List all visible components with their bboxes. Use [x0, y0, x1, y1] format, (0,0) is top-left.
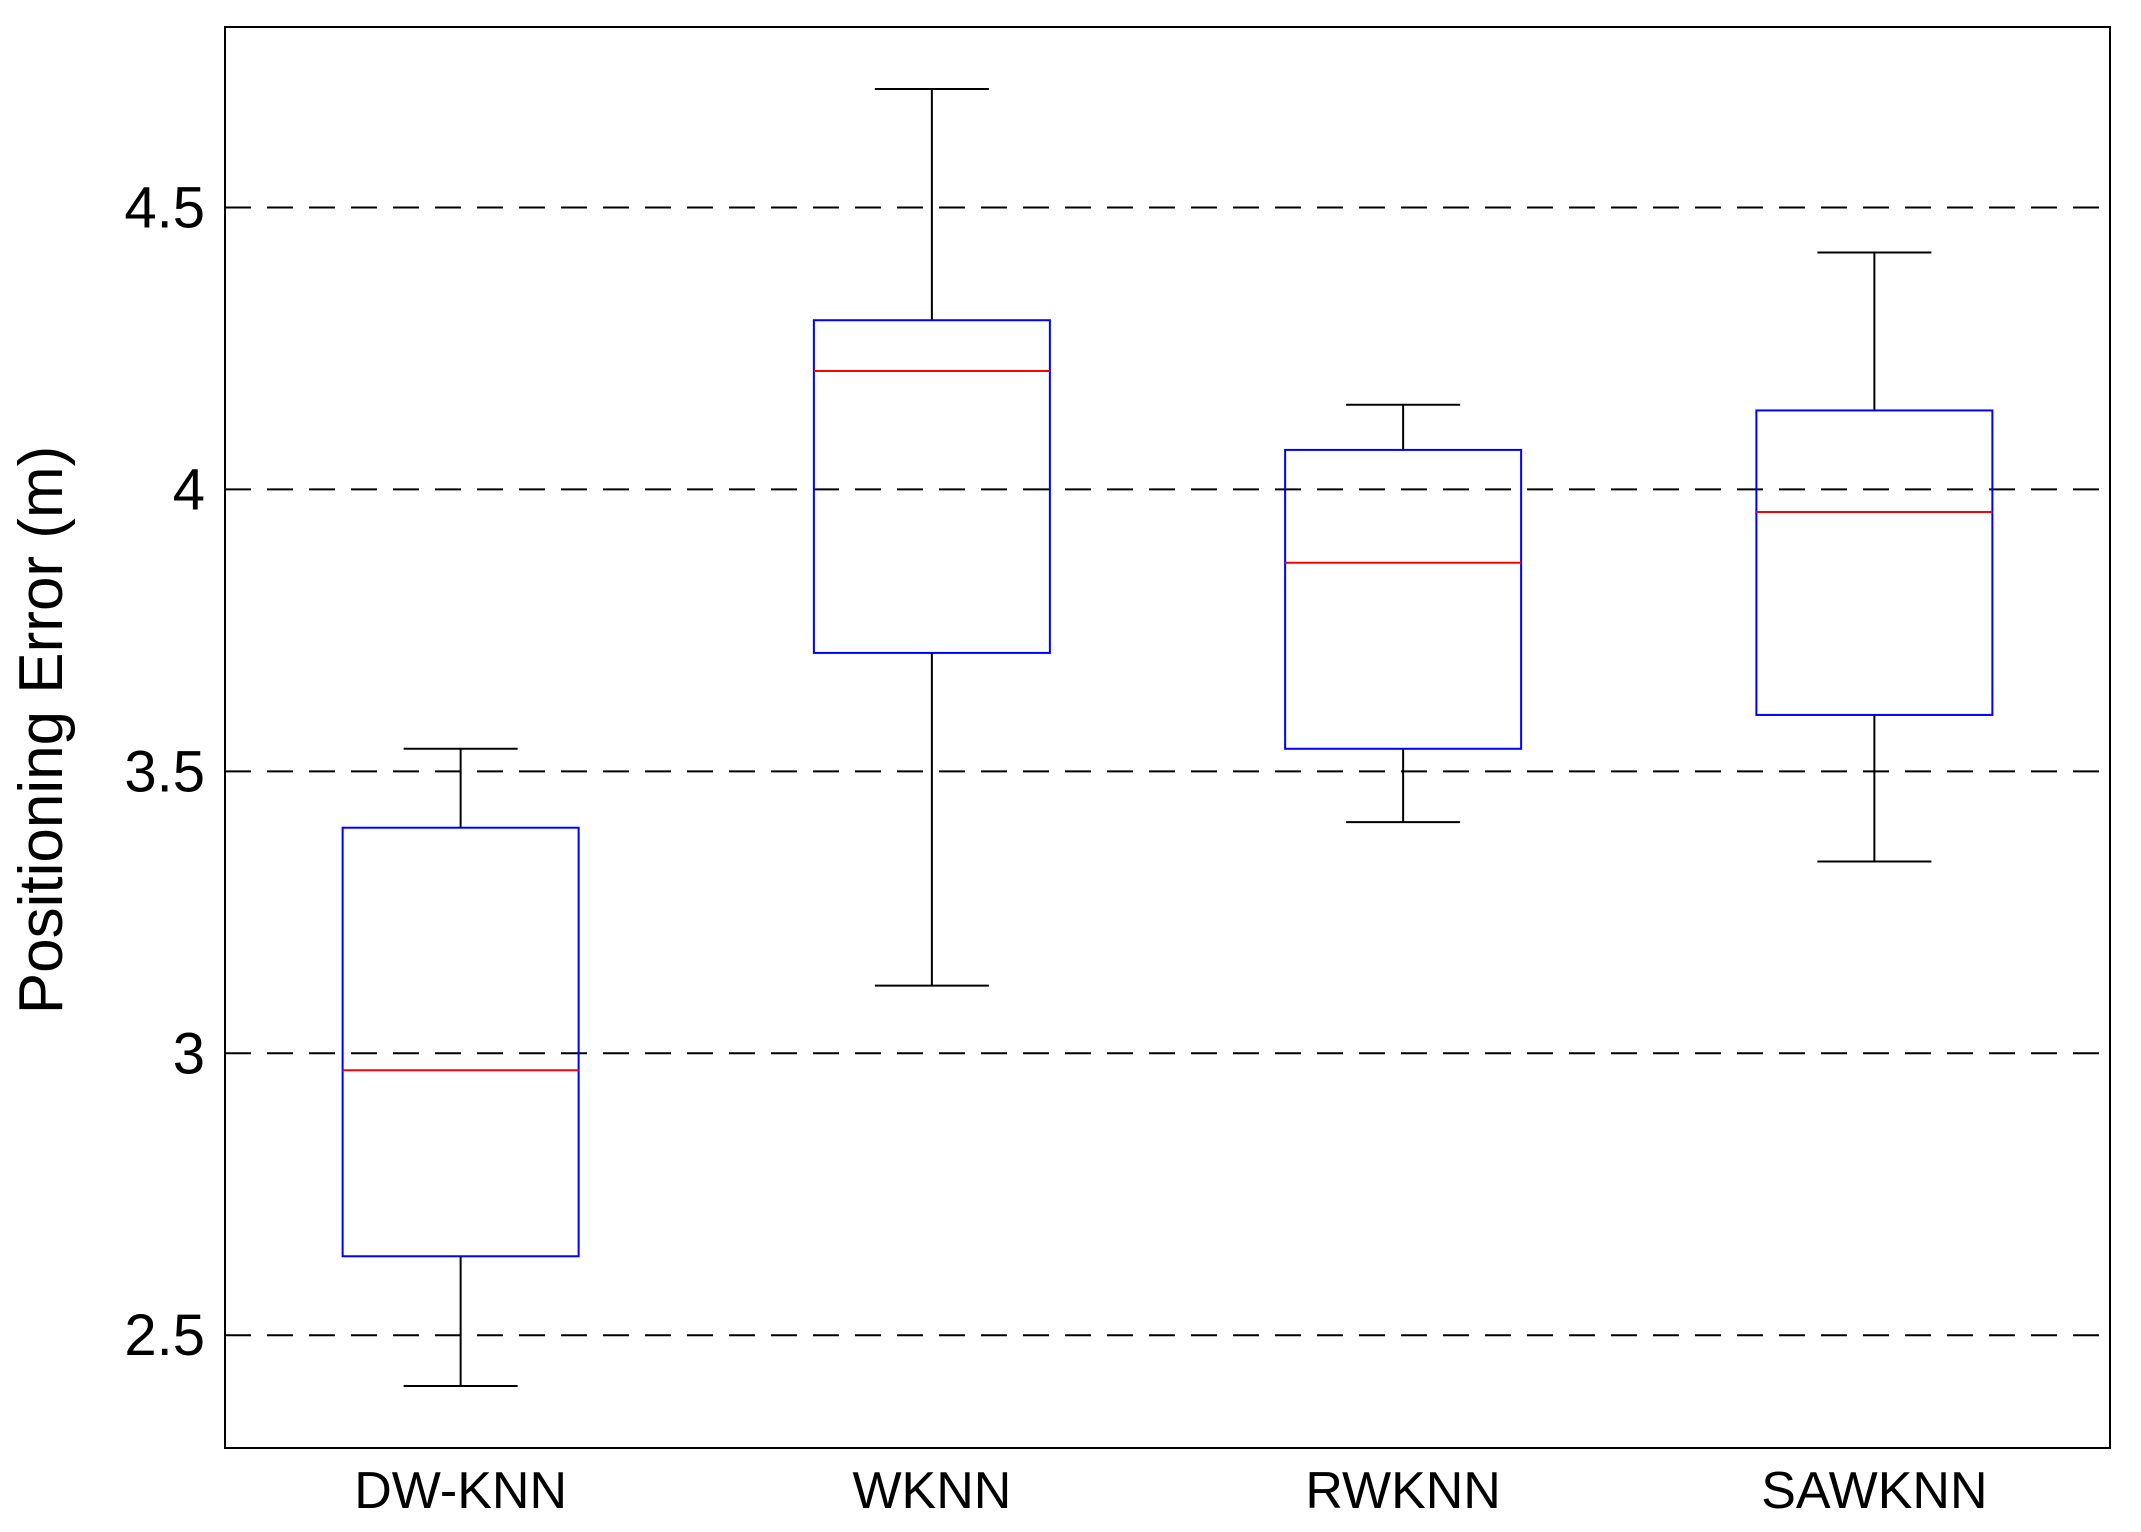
box-group — [341, 747, 580, 1387]
box-iqr — [341, 826, 580, 1258]
box-group — [1755, 251, 1994, 863]
y-tick-label: 3.5 — [124, 739, 205, 804]
y-tick-label: 4 — [173, 457, 205, 522]
box-iqr — [1755, 409, 1994, 716]
box-iqr — [812, 319, 1051, 654]
box-series — [341, 88, 1994, 1387]
y-axis-ticks: 2.5 3 3.5 4 4.5 — [124, 175, 205, 1368]
y-tick-label: 2.5 — [124, 1303, 205, 1368]
x-tick-label: SAWKNN — [1761, 1462, 1987, 1520]
plot-frame — [224, 26, 2111, 1449]
x-axis-labels: DW-KNN WKNN RWKNN SAWKNN — [354, 1462, 1987, 1520]
grid-lines — [225, 206, 2110, 1337]
y-tick-label: 3 — [173, 1021, 205, 1086]
box-group — [1284, 403, 1523, 824]
y-tick-label: 4.5 — [124, 175, 205, 240]
box-group — [812, 88, 1051, 987]
y-axis-title: Positioning Error (m) — [7, 446, 76, 1014]
box-iqr — [1284, 448, 1523, 750]
x-tick-label: DW-KNN — [354, 1462, 567, 1520]
x-tick-label: RWKNN — [1305, 1462, 1500, 1520]
x-tick-label: WKNN — [852, 1462, 1011, 1520]
